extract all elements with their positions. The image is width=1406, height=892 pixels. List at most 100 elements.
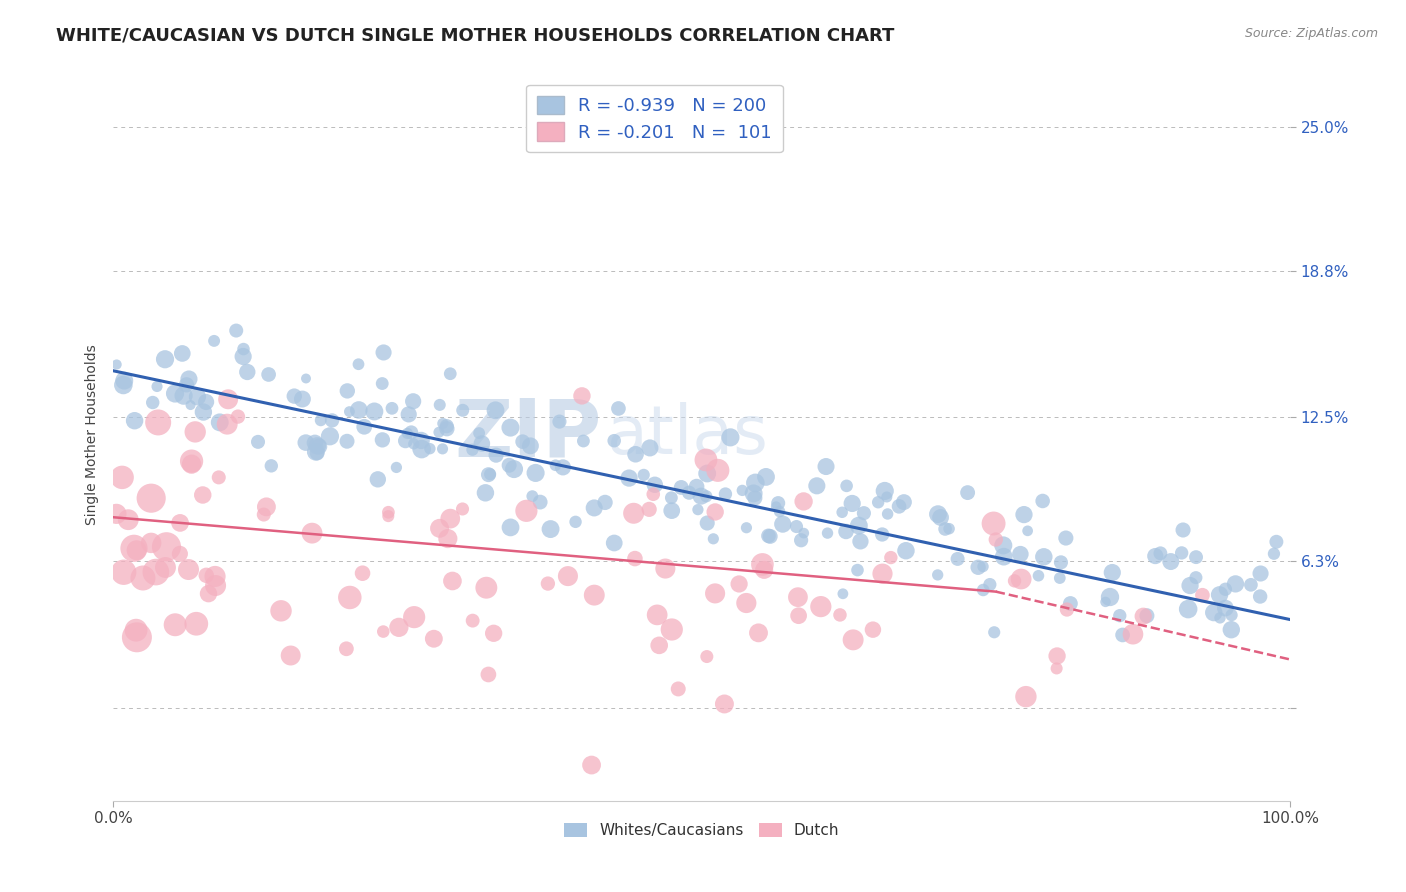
Point xyxy=(638,441,661,455)
Point xyxy=(1010,572,1032,586)
Point xyxy=(503,462,526,476)
Text: ZIP: ZIP xyxy=(454,396,602,474)
Point xyxy=(309,413,332,427)
Point xyxy=(441,574,464,588)
Point xyxy=(972,559,994,574)
Point xyxy=(436,422,458,436)
Point xyxy=(638,502,661,516)
Point xyxy=(1046,661,1069,675)
Point xyxy=(1004,574,1026,588)
Point xyxy=(828,607,851,622)
Point xyxy=(714,487,737,501)
Point xyxy=(1208,588,1230,602)
Point xyxy=(690,489,713,503)
Point xyxy=(1012,508,1035,522)
Point xyxy=(307,439,329,453)
Point xyxy=(439,367,461,381)
Point xyxy=(398,408,420,422)
Point xyxy=(1032,494,1054,508)
Point xyxy=(806,479,828,493)
Point xyxy=(177,372,200,386)
Point xyxy=(704,505,727,519)
Point xyxy=(572,434,595,448)
Point xyxy=(564,515,586,529)
Point xyxy=(696,649,718,664)
Point xyxy=(352,566,374,581)
Point xyxy=(335,641,357,656)
Point xyxy=(186,390,208,404)
Point xyxy=(419,442,441,456)
Point xyxy=(848,518,870,533)
Point xyxy=(571,389,593,403)
Point xyxy=(544,458,567,473)
Point xyxy=(759,529,782,543)
Point xyxy=(1032,549,1054,564)
Point xyxy=(603,536,626,550)
Point xyxy=(983,516,1005,531)
Point xyxy=(617,471,640,485)
Point xyxy=(927,507,949,521)
Point xyxy=(475,581,498,595)
Point xyxy=(291,392,314,406)
Point xyxy=(984,533,1007,547)
Point xyxy=(1144,549,1167,563)
Point xyxy=(1225,577,1247,591)
Point xyxy=(835,524,858,539)
Point xyxy=(678,485,700,500)
Point xyxy=(661,503,683,517)
Point xyxy=(112,378,135,392)
Point xyxy=(336,384,359,398)
Text: WHITE/CAUCASIAN VS DUTCH SINGLE MOTHER HOUSEHOLDS CORRELATION CHART: WHITE/CAUCASIAN VS DUTCH SINGLE MOTHER H… xyxy=(56,27,894,45)
Point xyxy=(202,334,225,348)
Point xyxy=(696,467,718,481)
Point xyxy=(377,509,399,524)
Point xyxy=(686,502,709,516)
Point xyxy=(180,454,202,468)
Point xyxy=(742,486,765,500)
Point xyxy=(831,587,853,601)
Point xyxy=(176,377,198,392)
Point xyxy=(373,345,395,359)
Point xyxy=(485,448,508,462)
Point xyxy=(1215,601,1237,615)
Point xyxy=(373,624,395,639)
Point xyxy=(645,607,668,622)
Point xyxy=(195,568,218,582)
Point xyxy=(173,389,195,403)
Point xyxy=(1056,602,1078,616)
Point xyxy=(385,460,408,475)
Point xyxy=(432,417,454,431)
Point xyxy=(226,409,249,424)
Point xyxy=(862,623,884,637)
Point xyxy=(471,436,494,450)
Point xyxy=(260,458,283,473)
Point xyxy=(666,681,689,696)
Point xyxy=(537,576,560,591)
Point xyxy=(685,479,707,493)
Point xyxy=(815,459,838,474)
Point xyxy=(633,467,655,482)
Point xyxy=(728,577,751,591)
Point xyxy=(155,540,177,554)
Point xyxy=(529,495,551,509)
Point xyxy=(169,547,191,561)
Point xyxy=(644,477,666,491)
Point xyxy=(747,625,769,640)
Point xyxy=(755,470,778,484)
Point xyxy=(671,480,693,494)
Point xyxy=(404,610,426,624)
Point xyxy=(593,495,616,509)
Point xyxy=(1094,595,1116,609)
Point xyxy=(339,404,361,418)
Point xyxy=(217,417,239,432)
Point xyxy=(1050,555,1073,569)
Point xyxy=(125,630,148,644)
Point xyxy=(735,521,758,535)
Point xyxy=(1202,606,1225,620)
Point xyxy=(927,568,949,582)
Point xyxy=(894,543,917,558)
Point xyxy=(787,590,810,604)
Point xyxy=(983,625,1005,640)
Point xyxy=(1185,550,1208,565)
Point xyxy=(482,626,505,640)
